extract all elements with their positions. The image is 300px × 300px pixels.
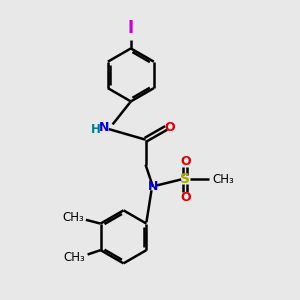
Text: CH₃: CH₃ bbox=[62, 211, 84, 224]
Text: N: N bbox=[148, 180, 158, 193]
Text: CH₃: CH₃ bbox=[213, 173, 235, 186]
Text: O: O bbox=[164, 121, 175, 134]
Text: H: H bbox=[91, 123, 100, 136]
Text: O: O bbox=[180, 155, 190, 168]
Text: S: S bbox=[180, 172, 190, 186]
Text: N: N bbox=[99, 122, 109, 134]
Text: I: I bbox=[128, 19, 134, 37]
Text: O: O bbox=[180, 191, 190, 204]
Text: CH₃: CH₃ bbox=[64, 251, 85, 264]
